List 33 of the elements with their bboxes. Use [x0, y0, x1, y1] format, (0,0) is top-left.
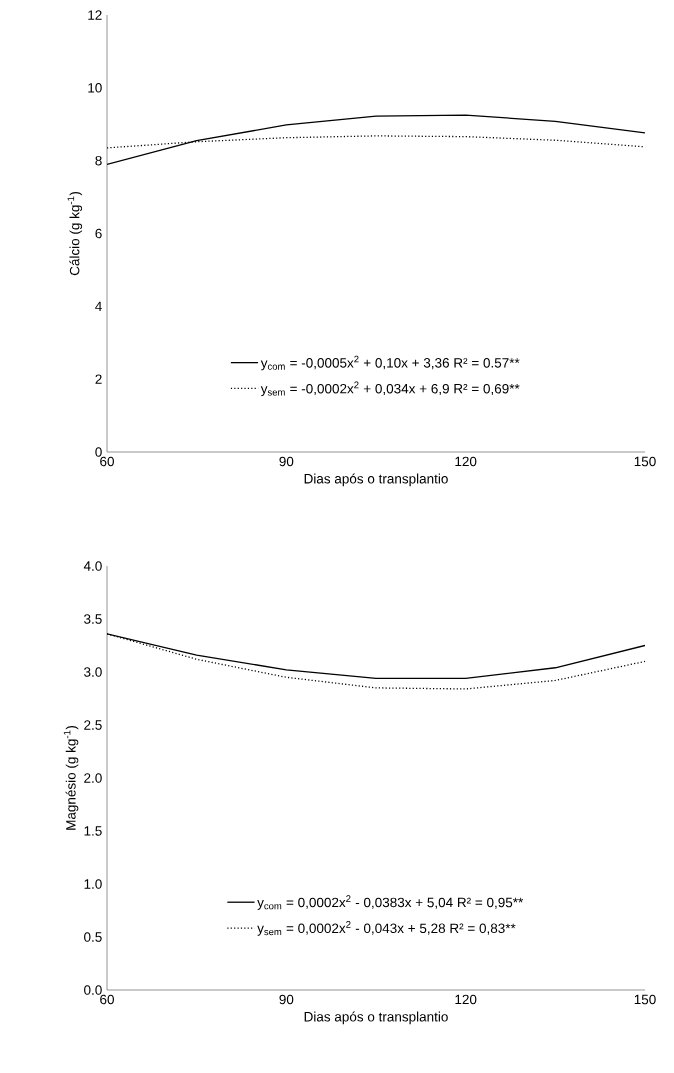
y-tick-label: 12	[88, 10, 102, 20]
legend-label: y$_{sem}$ = -0,0002x$^{2}$ + 0,034x + 6,9 R² = 0,69**	[260, 381, 520, 397]
y-tick-label: 0.5	[84, 932, 102, 942]
y-axis-title: Magnésio (g kg$^{-1}$)	[63, 725, 79, 830]
y-axis-title: Cálcio (g kg$^{-1}$)	[67, 191, 83, 276]
y-tick-label: 3.5	[84, 614, 102, 624]
y-tick-label: 1.0	[84, 879, 102, 889]
legend-label: y$_{com}$ = -0,0005x$^{2}$ + 0,10x + 3,36 R² = 0.57**	[260, 355, 520, 371]
x-axis-title: Dias após o transplantio	[304, 473, 448, 487]
x-tick-label: 60	[100, 456, 114, 467]
legend-label: y$_{sem}$ = 0,0002x$^{2}$ - 0,043x + 5,28 R² = 0,83**	[257, 921, 516, 936]
y-tick-label: 2.5	[84, 720, 102, 730]
x-tick-label: 150	[634, 456, 656, 467]
y-tick-label: 0	[95, 447, 102, 457]
y-tick-label: 10	[88, 83, 102, 93]
x-tick-label: 120	[455, 994, 477, 1005]
x-tick-label: 120	[455, 456, 477, 467]
x-axis-title: Dias após o transplantio	[304, 1011, 448, 1025]
y-tick-label: 4.0	[83, 561, 102, 571]
y-tick-label: 8	[95, 155, 102, 166]
y-tick-label: 4	[95, 301, 102, 311]
x-tick-label: 60	[100, 994, 114, 1005]
y-tick-label: 6	[95, 228, 102, 239]
y-tick-label: 2.0	[84, 773, 102, 783]
line-series	[107, 114, 645, 165]
y-tick-label: 3.0	[84, 667, 102, 677]
y-tick-label: 2	[95, 374, 102, 384]
x-tick-label: 90	[279, 994, 294, 1005]
x-tick-label: 90	[279, 456, 294, 467]
y-tick-label: 0.0	[84, 985, 102, 995]
y-tick-label: 1.5	[84, 826, 102, 836]
legend-label: y$_{com}$ = 0,0002x$^{2}$ - 0,0383x + 5,04 R² = 0,95**	[257, 895, 524, 910]
x-tick-label: 150	[634, 994, 656, 1005]
